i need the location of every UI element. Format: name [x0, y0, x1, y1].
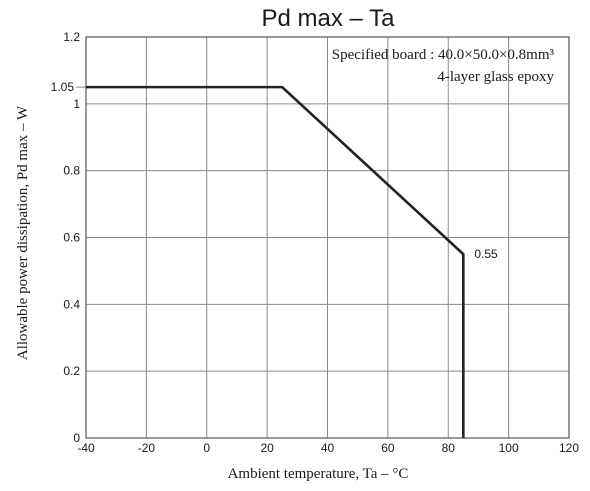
x-tick-label: 60: [381, 441, 395, 455]
chart-title: Pd max – Ta: [262, 5, 396, 32]
y-tick-label: 0: [73, 431, 80, 445]
y-tick-label: 0.8: [63, 164, 80, 178]
x-tick-label: 0: [203, 441, 210, 455]
board-note-line-2: 4-layer glass epoxy: [437, 69, 554, 85]
annotation-label: 0.55: [474, 247, 498, 261]
y-tick-label: 1.2: [63, 30, 80, 44]
horizontal-gridlines: [86, 103, 569, 372]
board-note-line-1: Specified board : 40.0×50.0×0.8mm³: [332, 47, 555, 63]
plot-frame: [85, 36, 570, 439]
x-tick-label: 100: [499, 441, 519, 455]
x-tick-label: 120: [559, 441, 579, 455]
derating-curve: [86, 85, 465, 438]
y-tick-label: 0.4: [63, 297, 80, 311]
x-tick-label: 40: [321, 441, 335, 455]
y-tick-labels: 0 0.2 0.4 0.6 0.8 1 1.2 1.05: [51, 30, 81, 445]
x-tick-label: -40: [77, 441, 95, 455]
x-tick-label: 20: [260, 441, 274, 455]
x-tick-label: -20: [138, 441, 156, 455]
y-tick-label: 0.2: [63, 364, 80, 378]
x-tick-labels: -40 -20 0 20 40 60 80 100 120: [77, 441, 579, 455]
y-tick-label: 0.6: [63, 231, 80, 245]
y-axis-label: Allowable power dissipation, Pd max – W: [15, 105, 31, 360]
x-tick-label: 80: [442, 441, 456, 455]
y-tick-label: 1: [73, 97, 80, 111]
x-axis-label: Ambient temperature, Ta – °C: [228, 466, 409, 482]
y-tick-label-extra: 1.05: [51, 80, 75, 94]
